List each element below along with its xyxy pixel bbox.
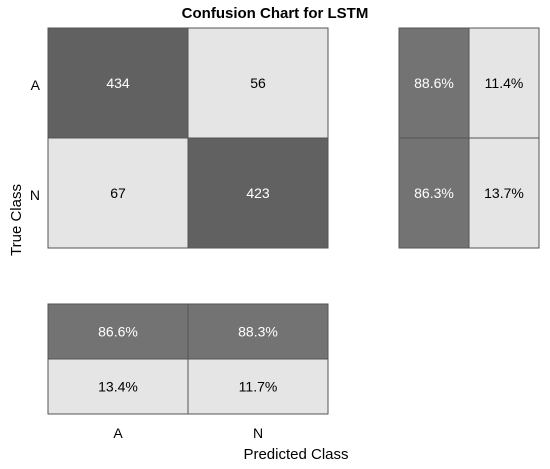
matrix-cell-rect [187, 27, 329, 139]
matrix-cell-rect [47, 137, 189, 249]
matrix-cell-label: 56 [250, 75, 266, 91]
column-summary-cell-rect [187, 303, 329, 360]
row-summary-cell-label: 86.3% [414, 185, 454, 201]
matrix-cell: 434 [47, 27, 189, 139]
column-summary-cell: 11.7% [187, 358, 329, 415]
x-axis-label: Predicted Class [243, 446, 348, 463]
y-tick-label: N [30, 187, 40, 203]
matrix-cell: 67 [47, 137, 189, 249]
row-summary-cell: 86.3% [398, 137, 470, 249]
matrix-cell: 423 [187, 137, 329, 249]
column-summary-cell-rect [187, 358, 329, 415]
matrix-cell: 56 [187, 27, 329, 139]
column-summary-cell: 86.6% [47, 303, 189, 360]
matrix-cell-label: 434 [106, 75, 130, 91]
column-summary-cell-label: 86.6% [98, 324, 138, 340]
row-summary-cell-rect [398, 27, 470, 139]
matrix-cell-label: 67 [110, 185, 126, 201]
row-summary-cell-label: 13.7% [484, 185, 524, 201]
row-summary-cell: 13.7% [468, 137, 540, 249]
column-summary-cell: 13.4% [47, 358, 189, 415]
row-summary: 88.6% 11.4% 86.3% 13.7% [398, 27, 540, 249]
confusion-matrix: 434 56 67 423 [47, 27, 329, 249]
y-tick-labels: A N [30, 77, 41, 203]
chart-title: Confusion Chart for LSTM [182, 5, 369, 22]
y-tick-label: A [31, 77, 41, 93]
column-summary-cell-label: 13.4% [98, 379, 138, 395]
x-tick-labels: A N [113, 425, 263, 441]
column-summary: 86.6% 88.3% 13.4% 11.7% [47, 303, 329, 415]
row-summary-cell-rect [468, 137, 540, 249]
row-summary-cell-label: 11.4% [485, 75, 524, 91]
matrix-cell-rect [47, 27, 189, 139]
row-summary-cell: 11.4% [468, 27, 540, 139]
column-summary-cell: 88.3% [187, 303, 329, 360]
row-summary-cell: 88.6% [398, 27, 470, 139]
row-summary-cell-rect [398, 137, 470, 249]
row-summary-cell-label: 88.6% [414, 75, 454, 91]
matrix-cell-rect [187, 137, 329, 249]
matrix-cell-label: 423 [246, 185, 270, 201]
column-summary-cell-label: 88.3% [238, 324, 278, 340]
y-axis-label: True Class [8, 184, 25, 256]
x-tick-label: N [253, 425, 263, 441]
x-tick-label: A [113, 425, 123, 441]
column-summary-cell-label: 11.7% [239, 379, 278, 395]
row-summary-cell-rect [468, 27, 540, 139]
